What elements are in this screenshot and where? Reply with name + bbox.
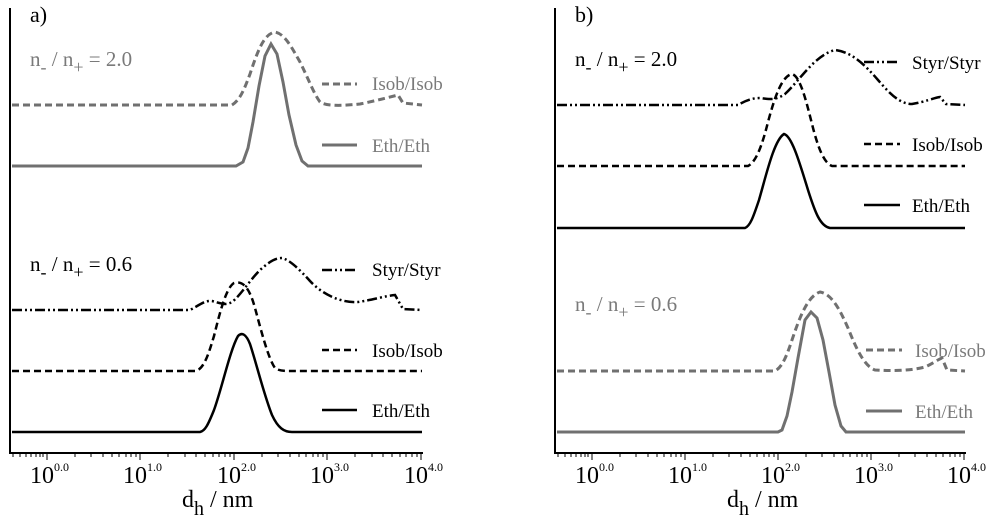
x-ticks-a — [12, 453, 422, 460]
ratio-label-a-bot: n- / n+ = 0.6 — [30, 252, 132, 282]
svg-text:101.0: 101.0 — [668, 460, 707, 489]
curve-b-top-styr — [557, 48, 966, 107]
legend-label-b-eth-top: Eth/Eth — [912, 196, 971, 217]
panel-b: 100.0 101.0 102.0 103.0 104.0 dh / nm b)… — [554, 2, 986, 520]
x-ticks-b — [557, 453, 965, 460]
svg-text:103.0: 103.0 — [310, 460, 349, 489]
legend-label-a-eth-bot: Eth/Eth — [372, 401, 431, 422]
ratio-label-b-top: n- / n+ = 2.0 — [575, 47, 677, 77]
svg-text:100.0: 100.0 — [575, 460, 614, 489]
x-axis-label-b: dh / nm — [727, 487, 799, 520]
x-tick-labels-b: 100.0 101.0 102.0 103.0 104.0 — [575, 460, 986, 489]
panel-a: 100.0 101.0 102.0 103.0 104.0 dh / nm a)… — [9, 2, 443, 520]
x-tick-labels-a: 100.0 101.0 102.0 103.0 104.0 — [30, 460, 443, 489]
curve-a-bot-styr — [12, 256, 423, 312]
ratio-label-a-top: n- / n+ = 2.0 — [30, 47, 132, 77]
curve-b-top-eth — [557, 132, 965, 230]
x-axis-label-a: dh / nm — [182, 487, 254, 520]
curve-a-bot-eth — [12, 332, 422, 434]
legend-label-a-eth-top: Eth/Eth — [372, 136, 431, 157]
panel-tag-a: a) — [30, 2, 47, 27]
legend-label-b-isob-bot: Isob/Isob — [915, 341, 986, 362]
svg-text:103.0: 103.0 — [854, 460, 893, 489]
svg-text:101.0: 101.0 — [123, 460, 162, 489]
curve-a-bot-isob — [12, 281, 422, 373]
svg-text:102.0: 102.0 — [217, 460, 256, 489]
panel-tag-b: b) — [575, 2, 593, 27]
ratio-label-b-bot: n- / n+ = 0.6 — [575, 292, 677, 322]
legend-label-a-styr-bot: Styr/Styr — [372, 260, 441, 281]
curve-a-top-eth — [12, 40, 422, 168]
svg-text:100.0: 100.0 — [30, 460, 69, 489]
curve-b-top-isob — [557, 72, 965, 168]
legend-label-b-eth-bot: Eth/Eth — [915, 402, 974, 423]
legend-label-b-styr-top: Styr/Styr — [912, 53, 981, 74]
curve-a-top-isob — [12, 30, 423, 107]
curve-b-bot-eth — [557, 309, 965, 434]
legend-label-a-isob-top: Isob/Isob — [372, 74, 443, 95]
svg-text:102.0: 102.0 — [761, 460, 800, 489]
curve-b-bot-isob — [557, 290, 966, 373]
svg-text:104.0: 104.0 — [404, 460, 443, 489]
legend-label-b-isob-top: Isob/Isob — [912, 135, 983, 156]
legend-label-a-isob-bot: Isob/Isob — [372, 341, 443, 362]
svg-text:104.0: 104.0 — [947, 460, 986, 489]
